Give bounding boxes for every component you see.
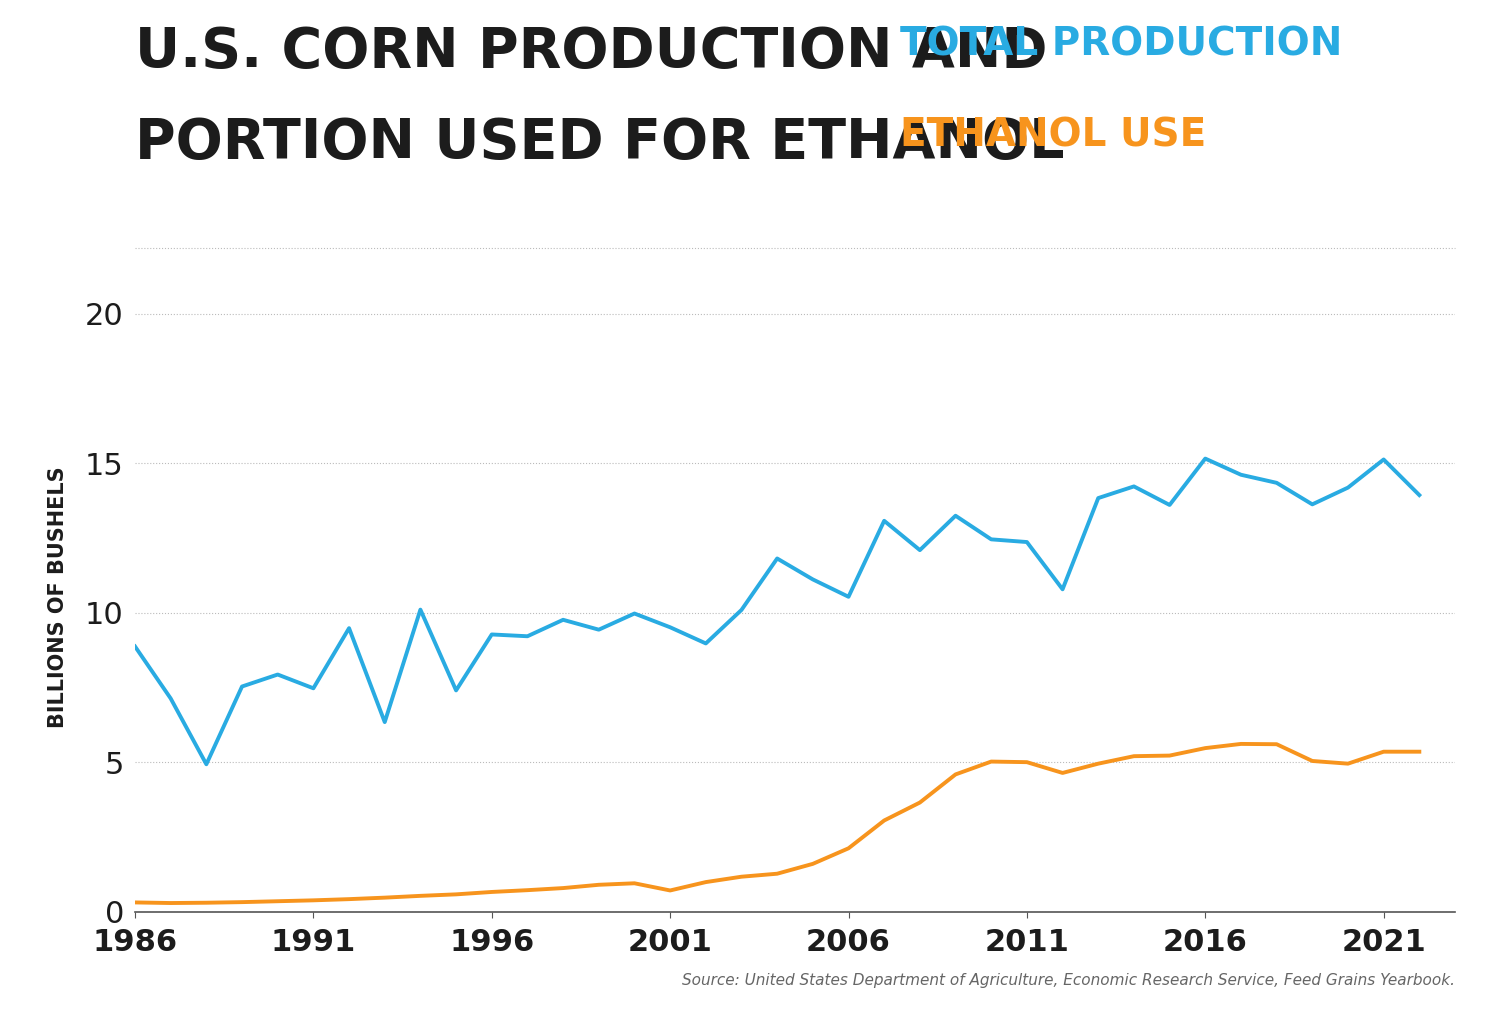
Text: Source: United States Department of Agriculture, Economic Research Service, Feed: Source: United States Department of Agri… [682,972,1455,988]
Text: TOTAL PRODUCTION: TOTAL PRODUCTION [900,25,1342,64]
Text: ETHANOL USE: ETHANOL USE [900,116,1206,155]
Text: U.S. CORN PRODUCTION AND: U.S. CORN PRODUCTION AND [135,25,1047,79]
Text: PORTION USED FOR ETHANOL: PORTION USED FOR ETHANOL [135,116,1065,170]
Y-axis label: BILLIONS OF BUSHELS: BILLIONS OF BUSHELS [48,467,69,728]
